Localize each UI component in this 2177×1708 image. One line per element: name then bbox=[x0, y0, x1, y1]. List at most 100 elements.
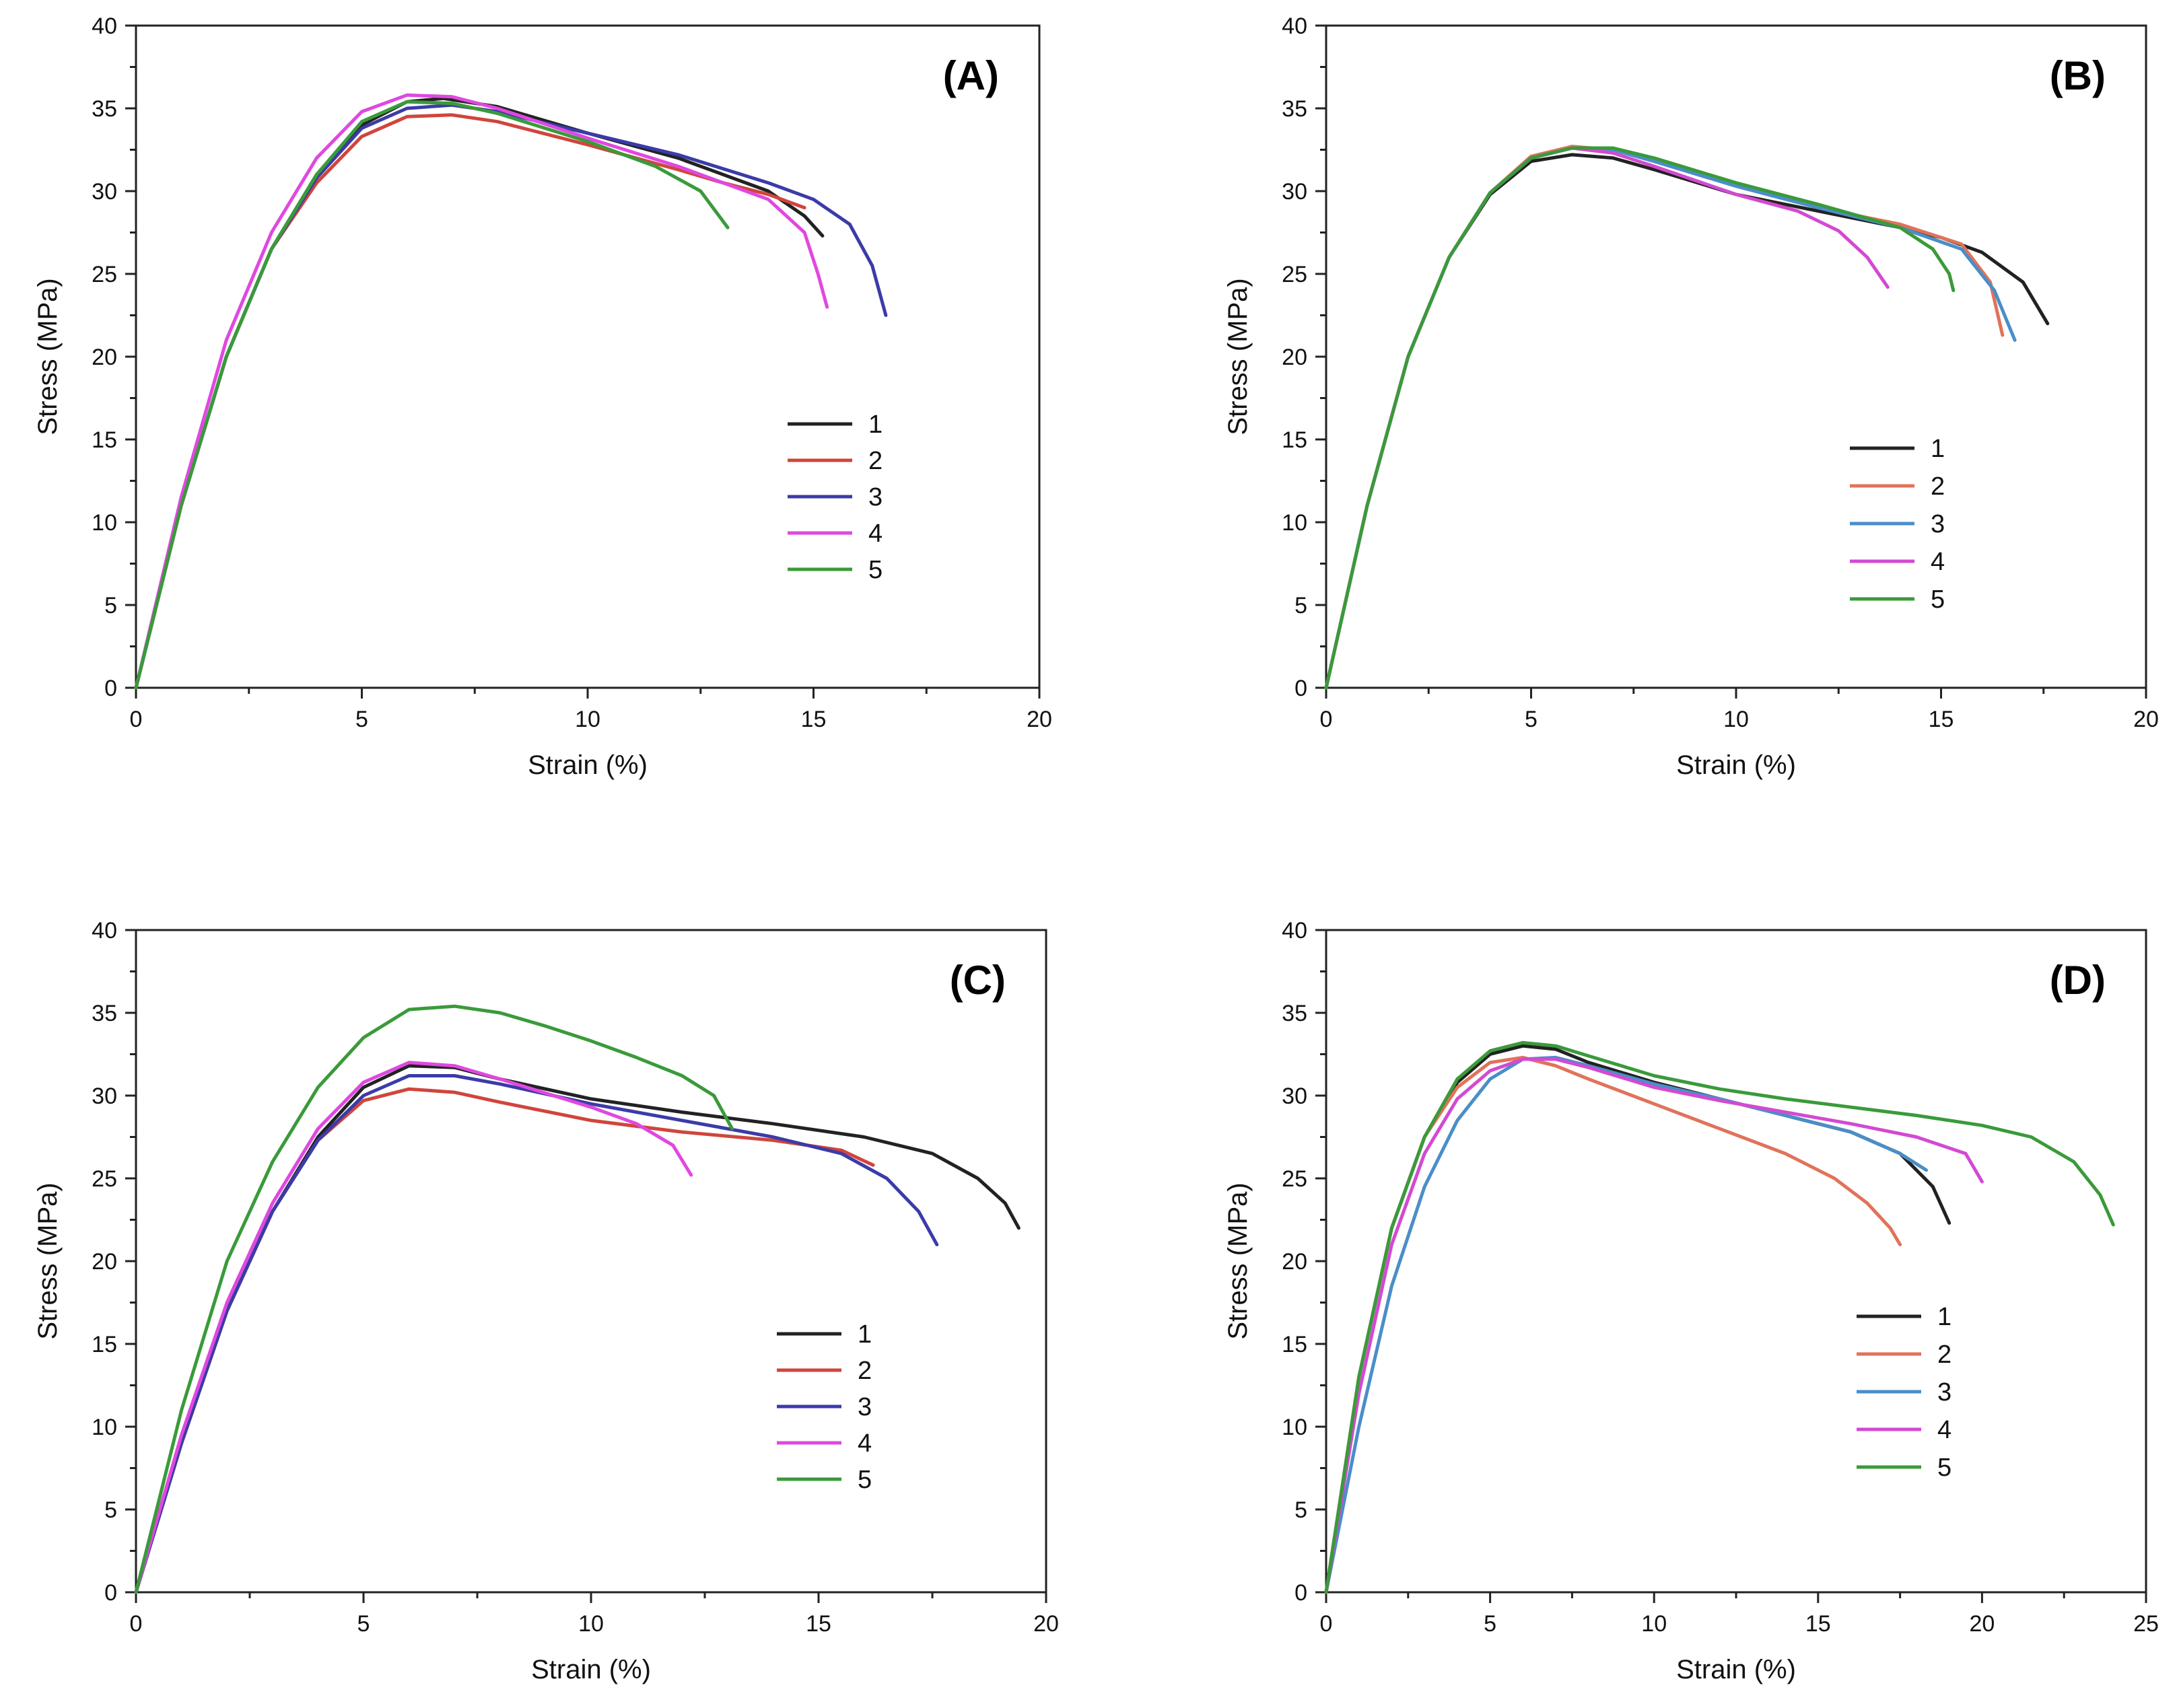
panel-d-y-axis-title: Stress (MPa) bbox=[1223, 1182, 1253, 1339]
panel-d-x-axis-title: Strain (%) bbox=[1676, 1655, 1796, 1684]
panel-b-y-tick-label: 0 bbox=[1294, 676, 1307, 701]
panel-a-x-tick-label: 5 bbox=[355, 707, 368, 732]
panel-b-x-tick-label: 0 bbox=[1320, 707, 1333, 732]
panel-d-y-tick-label: 35 bbox=[1282, 1001, 1307, 1026]
panel-a-x-tick-label: 15 bbox=[801, 707, 827, 732]
panel-a-y-tick-label: 30 bbox=[92, 179, 117, 205]
panel-c-y-tick-label: 15 bbox=[92, 1332, 117, 1357]
panel-d-legend-label-2: 2 bbox=[1937, 1341, 1951, 1369]
panel-b-series-5-line bbox=[1324, 146, 1956, 690]
panel-d-series-5-line bbox=[1324, 1040, 2115, 1594]
panel-a-x-tick-label: 0 bbox=[130, 707, 143, 732]
panel-d-y-tick-label: 30 bbox=[1282, 1083, 1307, 1109]
panel-c-series-2-line bbox=[134, 1087, 875, 1594]
panel-c-x-tick-label: 20 bbox=[1033, 1611, 1059, 1637]
panel-a-y-tick-label: 25 bbox=[92, 262, 117, 287]
panel-c-series-1-line bbox=[134, 1064, 1021, 1594]
panel-c-label: (C) bbox=[950, 958, 1006, 1003]
panel-d-y-tick-label: 0 bbox=[1294, 1580, 1307, 1606]
panel-b-y-axis-title: Stress (MPa) bbox=[1223, 278, 1253, 435]
panel-d-series-3-line bbox=[1324, 1055, 1929, 1594]
panel-d-x-tick-label: 0 bbox=[1320, 1611, 1333, 1637]
panel-c-legend-label-2: 2 bbox=[858, 1357, 872, 1385]
panel-d-legend-label-3: 3 bbox=[1937, 1378, 1951, 1407]
panel-c-x-tick-label: 5 bbox=[357, 1611, 370, 1637]
panel-a-series-2-line bbox=[134, 113, 806, 690]
panel-d-x-tick-label: 15 bbox=[1805, 1611, 1831, 1637]
panel-c-y-tick-label: 10 bbox=[92, 1415, 117, 1440]
panel-b-x-tick-label: 15 bbox=[1929, 707, 1954, 732]
panel-a-y-tick-label: 0 bbox=[104, 676, 117, 701]
panel-c-y-axis-title: Stress (MPa) bbox=[33, 1182, 63, 1339]
panel-d-legend-label-5: 5 bbox=[1937, 1454, 1951, 1482]
panel-b-y-tick-label: 30 bbox=[1282, 179, 1307, 205]
panel-d-x-tick-label: 25 bbox=[2133, 1611, 2159, 1637]
panel-a-legend-label-4: 4 bbox=[868, 520, 883, 548]
panel-c-y-tick-label: 20 bbox=[92, 1249, 117, 1275]
panel-a-y-tick-label: 35 bbox=[92, 96, 117, 122]
panel-b-x-axis-title: Strain (%) bbox=[1676, 750, 1796, 780]
panel-b-x-tick-label: 20 bbox=[2133, 707, 2159, 732]
panel-c-legend-label-5: 5 bbox=[858, 1466, 872, 1494]
panel-c-y-tick-label: 35 bbox=[92, 1001, 117, 1026]
panel-a-y-axis-title: Stress (MPa) bbox=[33, 278, 63, 435]
panel-b-y-tick-label: 10 bbox=[1282, 510, 1307, 536]
panel-d-x-tick-label: 10 bbox=[1641, 1611, 1667, 1637]
panel-c-x-tick-label: 10 bbox=[578, 1611, 604, 1637]
panel-b-legend-label-4: 4 bbox=[1931, 548, 1945, 576]
panel-c-series-3-line bbox=[134, 1074, 939, 1594]
panel-d-x-tick-label: 20 bbox=[1969, 1611, 1995, 1637]
panel-b-y-tick-label: 5 bbox=[1294, 593, 1307, 618]
panel-c-series-4-line bbox=[134, 1061, 693, 1594]
panel-c-x-axis-title: Strain (%) bbox=[531, 1655, 651, 1684]
panel-a-series-1-line bbox=[134, 96, 825, 690]
panel-a-series-4-line bbox=[134, 93, 829, 690]
panel-d-series-1-line bbox=[1324, 1044, 1951, 1594]
panel-b-y-tick-label: 20 bbox=[1282, 345, 1307, 370]
panel-d-label: (D) bbox=[2050, 958, 2106, 1003]
panel-a-series-5-line bbox=[134, 100, 730, 690]
panel-a-legend-label-1: 1 bbox=[868, 411, 883, 439]
panel-b-label: (B) bbox=[2050, 53, 2106, 98]
panel-a-x-tick-label: 20 bbox=[1027, 707, 1052, 732]
panel-a-y-tick-label: 10 bbox=[92, 510, 117, 536]
panel-a-y-tick-label: 40 bbox=[92, 13, 117, 39]
panel-b-legend-label-1: 1 bbox=[1931, 435, 1945, 463]
panel-d-legend-label-4: 4 bbox=[1937, 1416, 1951, 1444]
panel-d-series-2-line bbox=[1324, 1055, 1902, 1594]
panel-c-y-tick-label: 5 bbox=[104, 1497, 117, 1523]
panel-c-legend-label-4: 4 bbox=[858, 1429, 872, 1458]
panel-b-y-tick-label: 35 bbox=[1282, 96, 1307, 122]
panel-d-y-tick-label: 20 bbox=[1282, 1249, 1307, 1275]
panel-d-y-tick-label: 40 bbox=[1282, 918, 1307, 944]
panel-a-legend-label-2: 2 bbox=[868, 447, 883, 475]
panel-a-y-tick-label: 20 bbox=[92, 345, 117, 370]
panel-c-legend-label-1: 1 bbox=[858, 1320, 872, 1349]
panel-d-legend-label-1: 1 bbox=[1937, 1303, 1951, 1331]
panel-b-y-tick-label: 25 bbox=[1282, 262, 1307, 287]
panel-b-y-tick-label: 40 bbox=[1282, 13, 1307, 39]
panel-b-series-4-line bbox=[1324, 146, 1890, 690]
panel-b-y-tick-label: 15 bbox=[1282, 427, 1307, 453]
panel-a-series-3-line bbox=[134, 103, 888, 690]
panel-d-y-tick-label: 10 bbox=[1282, 1415, 1307, 1440]
panel-b-plot-frame bbox=[1325, 24, 2147, 689]
panel-c-series-5-line bbox=[134, 1004, 734, 1594]
panel-a-legend-label-3: 3 bbox=[868, 483, 883, 511]
panel-d-y-tick-label: 5 bbox=[1294, 1497, 1307, 1523]
panel-b-legend-label-5: 5 bbox=[1931, 585, 1945, 614]
panel-a-y-tick-label: 15 bbox=[92, 427, 117, 453]
panel-a-x-tick-label: 10 bbox=[575, 707, 600, 732]
panel-d-y-tick-label: 15 bbox=[1282, 1332, 1307, 1357]
panel-d-plot-frame bbox=[1325, 929, 2147, 1594]
panel-c-x-tick-label: 15 bbox=[806, 1611, 831, 1637]
panel-d-series-4-line bbox=[1324, 1057, 1984, 1594]
panel-c-y-tick-label: 25 bbox=[92, 1166, 117, 1192]
panel-b-x-tick-label: 10 bbox=[1723, 707, 1749, 732]
panel-a-x-axis-title: Strain (%) bbox=[528, 750, 648, 780]
panel-c-y-tick-label: 40 bbox=[92, 918, 117, 944]
panel-c-legend-label-3: 3 bbox=[858, 1393, 872, 1421]
panel-a-plot-frame bbox=[135, 24, 1041, 689]
panel-c-x-tick-label: 0 bbox=[130, 1611, 143, 1637]
